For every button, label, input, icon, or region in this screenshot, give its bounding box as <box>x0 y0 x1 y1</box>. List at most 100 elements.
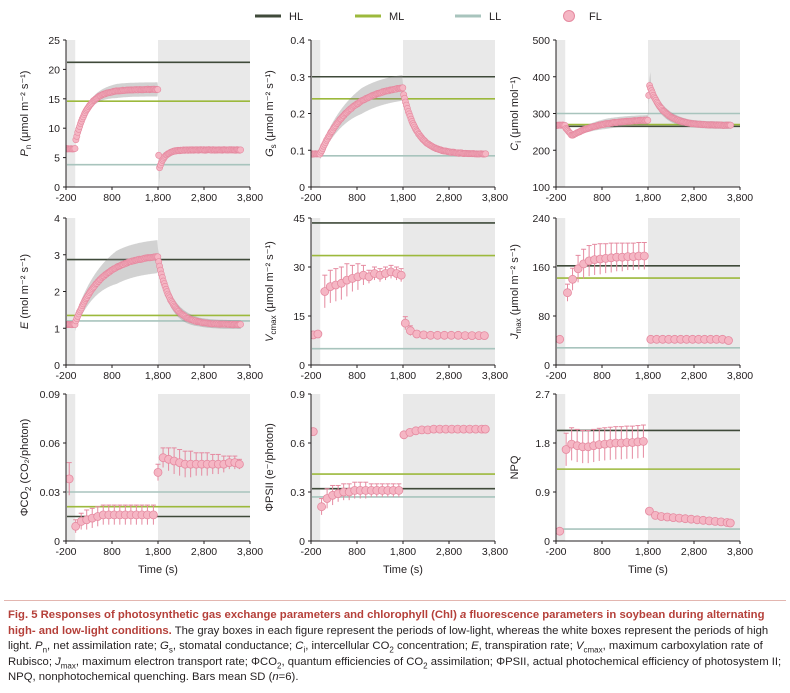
y-tick-label: 0.1 <box>290 145 305 157</box>
x-tick-label: -200 <box>300 370 321 382</box>
y-tick-label: 0 <box>54 360 60 372</box>
x-tick-label: 1,800 <box>145 192 171 204</box>
legend-label-ll: LL <box>489 11 501 23</box>
x-tick-label: 1,800 <box>390 546 416 558</box>
x-tick-label: 800 <box>593 370 611 382</box>
y-tick-label: 500 <box>532 35 550 47</box>
x-tick-label: 2,800 <box>681 546 707 558</box>
panel-phico2: 0 0.03 0.06 0.09 -200 800 1,800 2,800 3,800 Time … <box>19 389 263 576</box>
data-point <box>727 121 734 129</box>
y-tick-label: 0 <box>54 536 60 548</box>
y-tick-label: 15 <box>293 311 305 323</box>
x-axis-title: Time (s) <box>383 564 423 576</box>
data-point <box>313 329 323 339</box>
data-point <box>317 502 327 512</box>
y-tick-label: 45 <box>293 213 305 225</box>
data-point <box>148 510 158 520</box>
data-point <box>639 251 649 261</box>
y-tick-label: 100 <box>532 182 550 194</box>
data-point <box>237 320 244 328</box>
y-tick-label: 25 <box>48 35 60 47</box>
data-point <box>568 274 577 284</box>
y-tick-label: 2.7 <box>535 389 550 401</box>
low-light-region <box>66 40 76 187</box>
legend-swatch-fl <box>563 10 575 22</box>
data-point <box>480 424 490 434</box>
x-tick-label: 2,800 <box>436 370 462 382</box>
y-axis-title: Vcmax (μmol m⁻² s⁻¹) <box>264 241 278 342</box>
data-point <box>400 318 410 328</box>
y-tick-label: 400 <box>532 72 550 84</box>
caption-text: The gray boxes in each figure represent … <box>8 624 782 684</box>
y-tick-label: 0.09 <box>40 389 61 401</box>
y-axis-title: ΦPSII (e⁻/photon) <box>264 423 276 512</box>
y-tick-label: 0 <box>299 360 305 372</box>
low-light-region <box>158 40 250 187</box>
data-point <box>320 287 330 296</box>
caption-title: Fig. 5 Responses of photosynthetic gas e… <box>8 609 765 637</box>
legend-label-hl: HL <box>289 11 303 23</box>
legend-label-ml: ML <box>389 11 404 23</box>
x-tick-label: 2,800 <box>191 546 217 558</box>
y-tick-label: 0.4 <box>290 35 305 47</box>
y-tick-label: 15 <box>48 94 60 106</box>
y-tick-label: 3 <box>54 250 60 262</box>
panel-jmax: 0 80 160 240 -200 800 1,800 2,800 3,800 Jmax (μmo… <box>509 213 753 382</box>
x-tick-label: 1,800 <box>390 192 416 204</box>
x-tick-label: 800 <box>348 370 366 382</box>
x-tick-label: 3,800 <box>727 192 753 204</box>
x-tick-label: 2,800 <box>191 192 217 204</box>
y-axis-title: ΦCO2 (CO₂/photon) <box>19 419 33 517</box>
y-axis-title: Ci (μmol mol⁻¹) <box>509 76 523 150</box>
low-light-region <box>66 394 76 541</box>
y-tick-label: 200 <box>532 145 550 157</box>
x-axis-title: Time (s) <box>138 564 178 576</box>
low-light-region <box>403 218 495 365</box>
y-axis-title: Gs (μmol m⁻² s⁻¹) <box>264 70 278 157</box>
y-tick-label: 4 <box>54 213 60 225</box>
y-tick-label: 0.3 <box>290 72 305 84</box>
x-tick-label: 800 <box>348 192 366 204</box>
data-point <box>234 459 244 469</box>
panel-npq: 0 0.9 1.8 2.7 -200 800 1,800 2,800 3,800 Time (s)… <box>509 389 753 576</box>
y-tick-label: 0.06 <box>40 438 61 450</box>
data-point <box>71 145 79 152</box>
series-fl <box>311 75 489 160</box>
low-light-region <box>66 218 76 365</box>
x-tick-label: 1,800 <box>635 546 661 558</box>
x-tick-label: 800 <box>103 546 121 558</box>
x-tick-label: 3,800 <box>237 370 263 382</box>
data-point <box>399 84 407 92</box>
x-tick-label: 1,800 <box>145 370 171 382</box>
data-point <box>237 146 244 154</box>
y-tick-label: 20 <box>48 64 60 76</box>
y-tick-label: 1.8 <box>535 438 550 450</box>
series-fl <box>66 82 244 184</box>
x-tick-label: 2,800 <box>191 370 217 382</box>
low-light-region <box>403 394 495 541</box>
y-tick-label: 0.03 <box>40 487 61 499</box>
x-tick-label: -200 <box>55 546 76 558</box>
sd-band <box>311 75 486 160</box>
x-tick-label: 1,800 <box>635 370 661 382</box>
y-axis-title: Pn (μmol m⁻² s⁻¹) <box>19 71 33 157</box>
legend: HL ML LL FL <box>255 10 602 23</box>
data-point <box>394 485 404 495</box>
y-tick-label: 0 <box>544 360 550 372</box>
series-fl <box>66 447 244 533</box>
x-tick-label: 800 <box>103 370 121 382</box>
x-tick-label: 3,800 <box>237 192 263 204</box>
y-tick-label: 300 <box>532 109 550 121</box>
y-tick-label: 0 <box>54 182 60 194</box>
x-tick-label: 1,800 <box>635 192 661 204</box>
data-point <box>644 116 652 124</box>
low-light-region <box>556 394 566 541</box>
x-tick-label: 3,800 <box>482 192 508 204</box>
data-point <box>573 264 583 274</box>
caption-divider <box>4 600 786 601</box>
x-tick-label: 3,800 <box>237 546 263 558</box>
x-tick-label: 800 <box>103 192 121 204</box>
y-axis-title: E (mol m⁻² s⁻¹) <box>19 254 31 329</box>
y-tick-label: 30 <box>293 262 305 274</box>
